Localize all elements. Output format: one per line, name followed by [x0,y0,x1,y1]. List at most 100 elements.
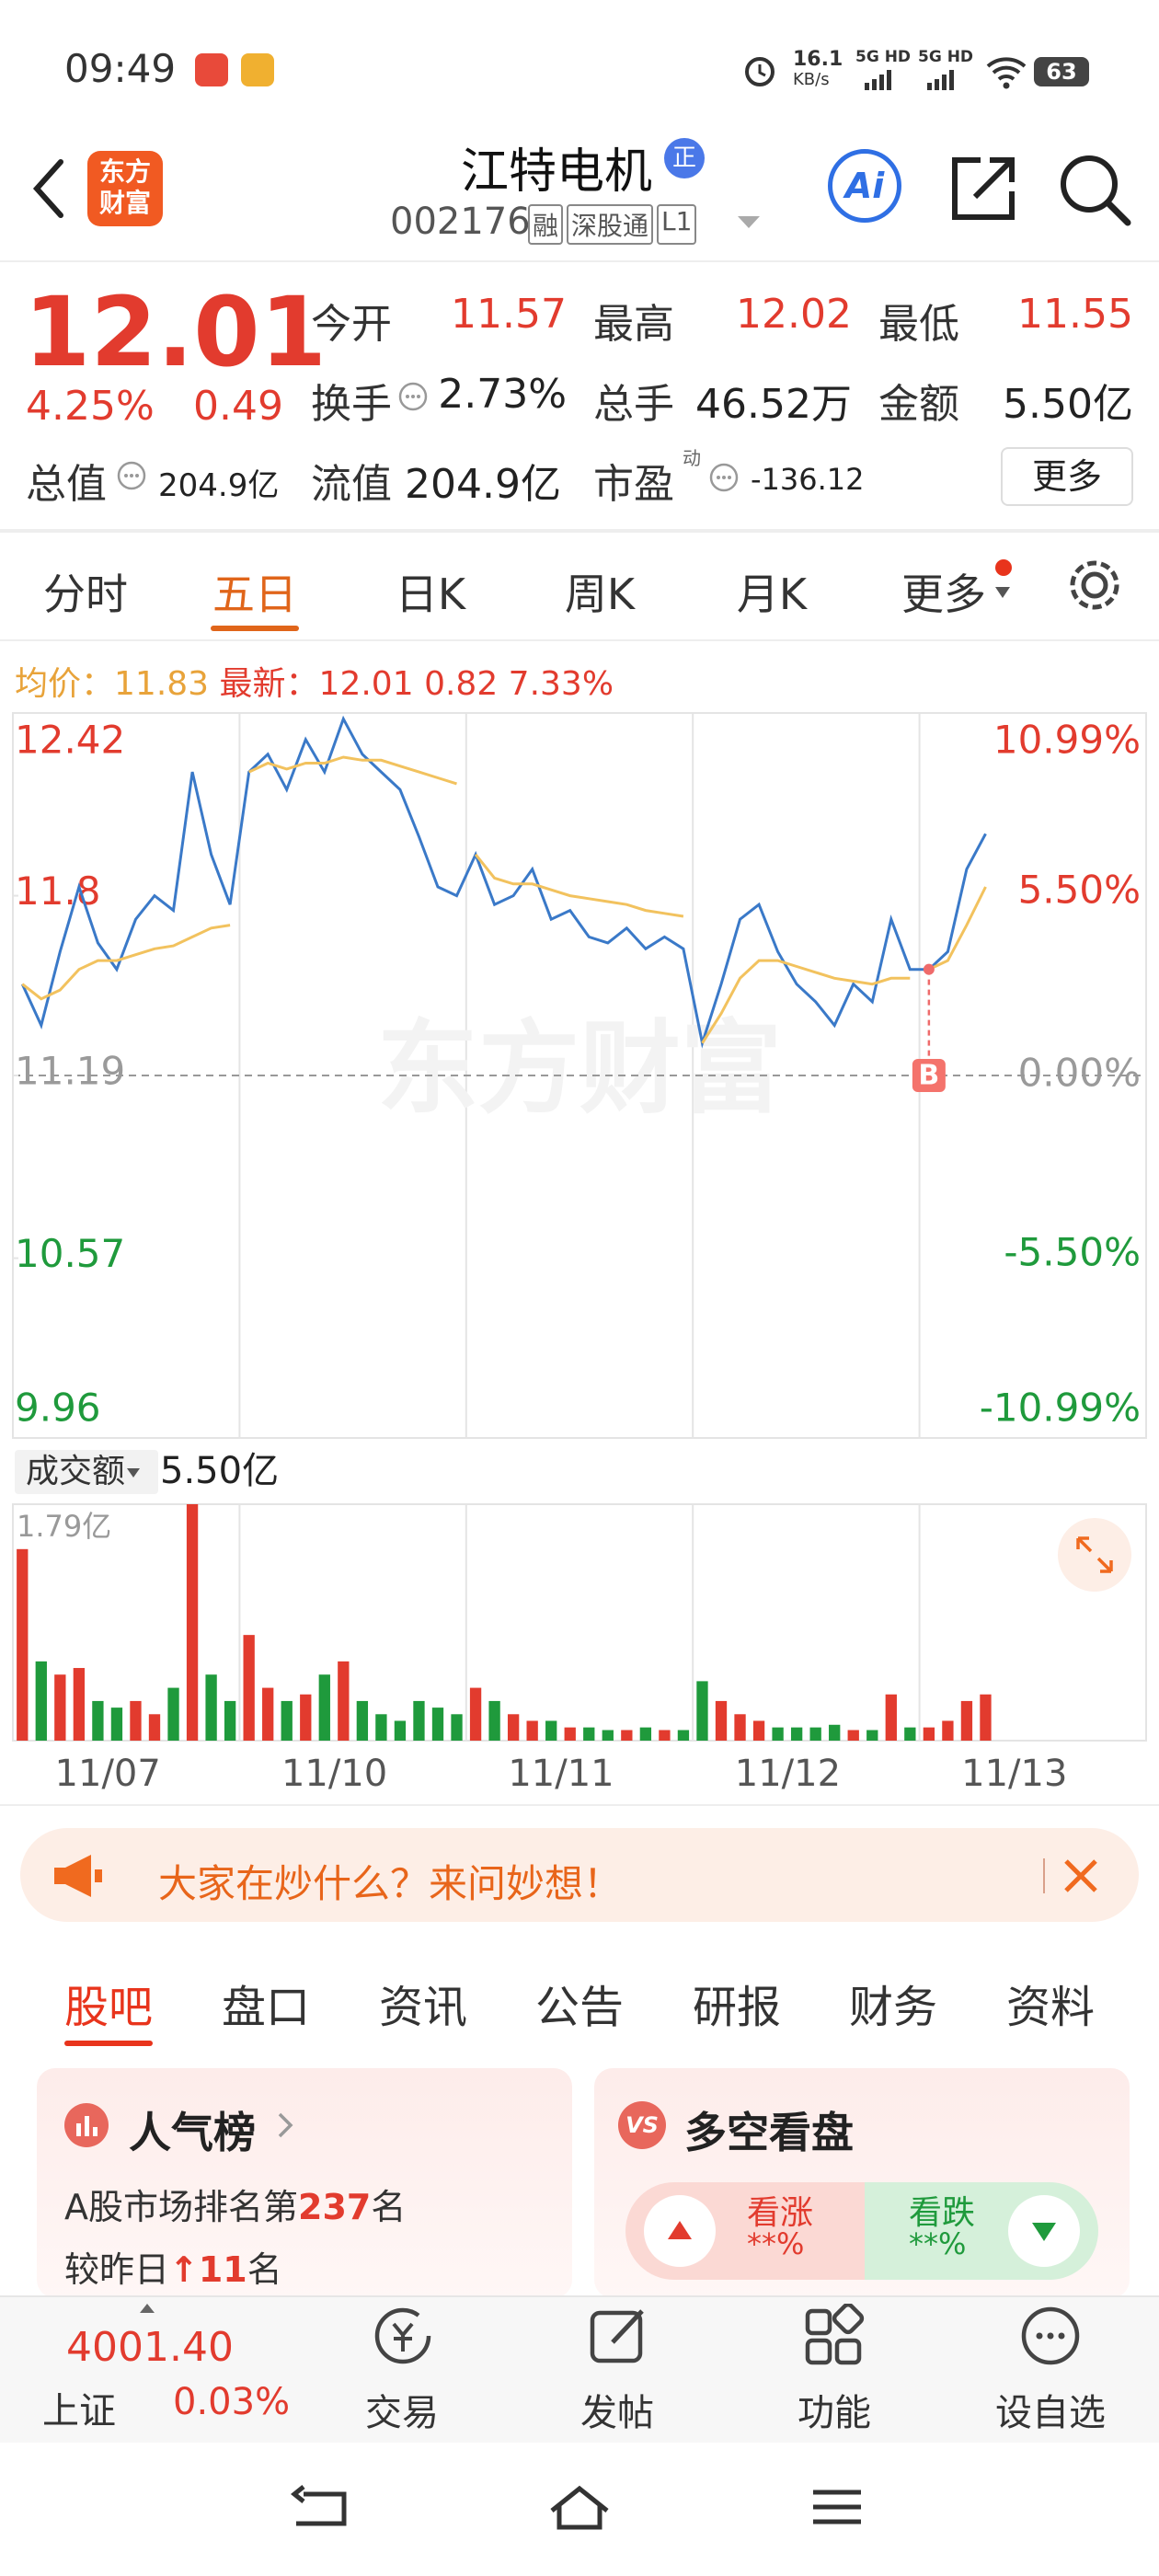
content-tab[interactable]: 盘口 [221,1982,310,2033]
volume-bar [300,1694,312,1741]
logo-text: 东方 [98,156,151,187]
volume-bar [829,1724,841,1741]
volume-bar [394,1720,407,1741]
volume-bar [790,1727,803,1741]
search-button[interactable] [1056,151,1133,228]
nav-menu[interactable] [813,2490,861,2524]
volume-bar [507,1714,520,1741]
volume-tick-label: 1.79亿 [17,1509,111,1544]
field-label: 今开 [311,301,392,348]
watchlist-icon[interactable] [1016,2304,1085,2368]
function-icon[interactable] [800,2304,870,2368]
index-value[interactable]: 4001.40 [66,2324,234,2371]
divider [0,639,1159,641]
period-tab[interactable]: 月K [736,569,808,619]
back-button[interactable] [26,156,72,221]
content-tab[interactable]: 股吧 [63,1982,153,2033]
latest-change-pct: 7.33% [508,665,614,703]
info-icon[interactable] [397,381,429,412]
banner[interactable] [20,1828,1139,1922]
volume-bar [338,1661,350,1741]
info-icon[interactable] [116,460,147,491]
index-name[interactable]: 上证 [42,2390,116,2432]
x-tick-label: 11/10 [281,1753,387,1795]
dropdown-arrow[interactable] [736,213,762,232]
bear-arrow [1032,2223,1056,2241]
index-change[interactable]: 0.03% [173,2381,291,2423]
divider [0,529,1159,533]
battery: 63 [1034,57,1089,86]
volume-bar [413,1700,425,1741]
bull-label: 看涨 [747,2194,814,2232]
share-button[interactable] [947,151,1021,224]
nav-label[interactable]: 交易 [365,2392,439,2434]
volume-dropdown [127,1468,140,1478]
app-icon [241,53,274,86]
content-tab[interactable]: 资料 [1005,1982,1095,2033]
nav-label[interactable]: 发帖 [580,2392,654,2434]
close-button[interactable] [1061,1856,1101,1896]
field-label: 最高 [593,301,674,348]
volume-bar [677,1730,690,1741]
avg-line [474,853,684,918]
field-value: 204.9亿 [405,461,561,508]
volume-bar [545,1720,557,1741]
volume-bar [431,1708,444,1741]
volume-bar [659,1730,671,1741]
stock-tag: 深股通 [567,204,654,245]
post-icon[interactable] [585,2304,655,2368]
period-tab[interactable]: 五日 [212,569,297,619]
stock-tag: L1 [657,204,697,245]
more-button[interactable]: 更多 [1001,447,1133,506]
content-tab[interactable]: 研报 [692,1982,781,2033]
popularity-card[interactable] [37,2068,572,2298]
change: 0.49 [193,383,283,430]
period-tab[interactable]: 分时 [43,569,128,619]
period-tab[interactable]: 更多 [901,569,986,619]
rank-arrow: ↑ [169,2249,199,2290]
ai-button[interactable]: Ai [828,149,901,223]
nav-back[interactable] [290,2485,347,2526]
period-tab[interactable]: 日K [395,569,466,619]
volume-bar [583,1727,595,1741]
period-tab[interactable]: 周K [564,569,636,619]
volume-bar [847,1730,859,1741]
nav-home[interactable] [550,2485,609,2530]
wifi-icon [986,57,1027,89]
volume-bar [980,1694,992,1741]
app-logo[interactable]: 东方 财富 [87,151,163,226]
chart: 东方财富 10.99% 5.50% 0.00% -5.50% -10.99% 12.42 11… [0,712,1159,1806]
nav-label[interactable]: 设自选 [995,2392,1106,2434]
field-label: 总手 [593,381,674,428]
vs-icon: VS [618,2101,666,2149]
megaphone-icon [54,1855,102,1897]
volume-label: 成交额 [26,1453,125,1490]
stock-code: 002176 [390,201,531,243]
field-label: 总值 [26,461,107,508]
volume-total: 5.50亿 [160,1450,279,1492]
signal-label: 5G HD [918,48,974,66]
info-icon[interactable] [708,462,740,493]
stock-badge: 正 [664,138,705,178]
content-tab[interactable]: 资讯 [378,1982,467,2033]
field-label: 市盈 [593,461,674,508]
volume-bar [148,1714,161,1741]
settings-button[interactable] [1065,556,1124,615]
field-value: 5.50亿 [1003,381,1133,428]
volume-bar [488,1700,500,1741]
avg-line [928,886,987,972]
tab-underline [64,2041,153,2046]
trade-icon[interactable] [368,2304,438,2368]
bull-arrow [668,2221,692,2239]
rank-change: 11 [198,2249,247,2290]
y2-tick-label: -5.50% [1004,1230,1141,1275]
nav-label[interactable]: 功能 [798,2392,871,2434]
rank-icon [64,2103,109,2147]
system-nav [290,2485,861,2530]
banner-text[interactable]: 大家在炒什么？来问妙想！ [158,1861,623,1906]
content-tab[interactable]: 公告 [534,1982,624,2033]
content-tab[interactable]: 财务 [848,1982,937,2033]
volume-bar [35,1661,47,1741]
net-unit: KB/s [793,70,830,89]
volume-bar [451,1714,463,1741]
